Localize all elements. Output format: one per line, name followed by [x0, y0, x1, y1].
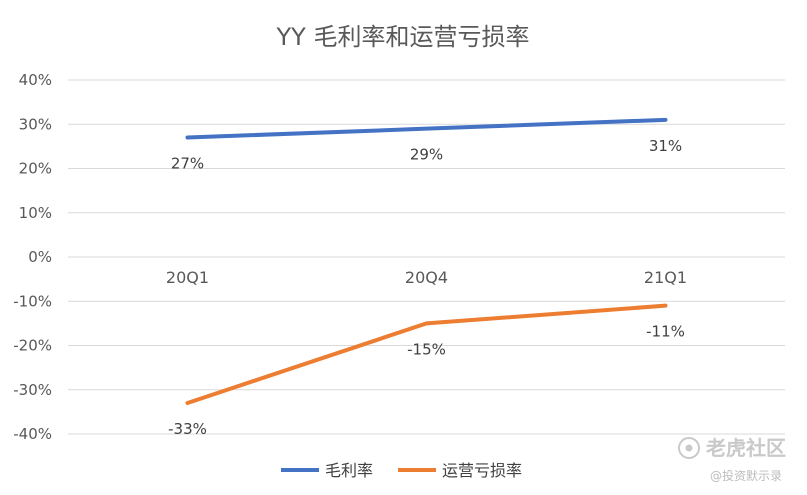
- chart-title: YY 毛利率和运营亏损率: [276, 23, 530, 51]
- data-label: -33%: [168, 420, 207, 438]
- y-tick-label: -20%: [13, 337, 52, 355]
- y-tick-label: 30%: [19, 115, 52, 133]
- y-tick-label: 0%: [28, 248, 52, 266]
- data-label: 27%: [171, 155, 204, 173]
- legend-label: 毛利率: [325, 461, 373, 480]
- y-tick-label: 20%: [19, 160, 52, 178]
- data-label: -11%: [646, 323, 685, 341]
- data-label: -15%: [407, 340, 446, 358]
- y-tick-label: 10%: [19, 204, 52, 222]
- y-tick-label: -40%: [13, 425, 52, 443]
- y-tick-label: 40%: [19, 71, 52, 89]
- legend: 毛利率 运营亏损率: [281, 461, 522, 480]
- y-tick-label: -30%: [13, 381, 52, 399]
- x-axis-categories: 20Q1 20Q4 21Q1: [166, 268, 687, 287]
- legend-label: 运营亏损率: [442, 461, 522, 480]
- y-axis-ticks: 40% 30% 20% 10% 0% -10% -20% -30% -40%: [13, 71, 52, 443]
- data-label: 31%: [649, 137, 682, 155]
- gridlines: [68, 79, 785, 435]
- x-category-label: 20Q4: [405, 268, 448, 287]
- x-category-label: 20Q1: [166, 268, 209, 287]
- series-lines: [185, 117, 668, 406]
- y-tick-label: -10%: [13, 292, 52, 310]
- tiger-logo-icon: [678, 437, 700, 459]
- watermark-sub: @投资默示录: [710, 468, 782, 483]
- data-labels: 27% 29% 31% -33% -15% -11%: [168, 137, 685, 438]
- watermark: 老虎社区 @投资默示录: [678, 436, 786, 483]
- data-label: 29%: [410, 146, 443, 164]
- watermark-main: 老虎社区: [706, 436, 786, 460]
- x-category-label: 21Q1: [644, 268, 687, 287]
